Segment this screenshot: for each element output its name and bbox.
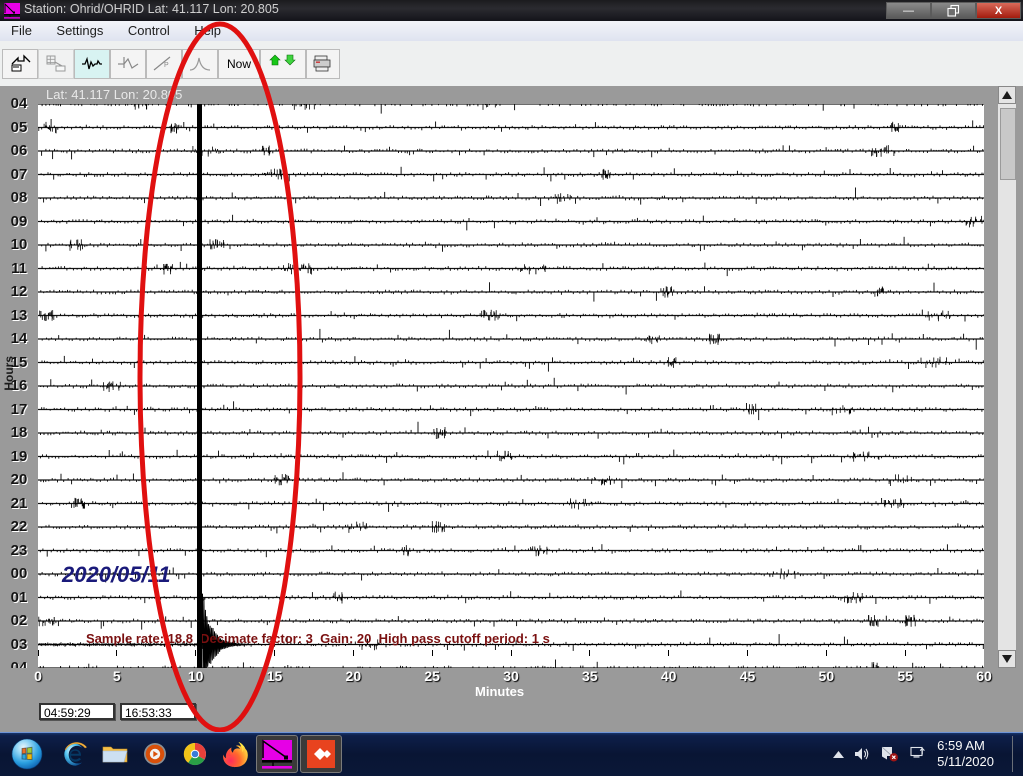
svg-text:P: P <box>164 62 169 69</box>
